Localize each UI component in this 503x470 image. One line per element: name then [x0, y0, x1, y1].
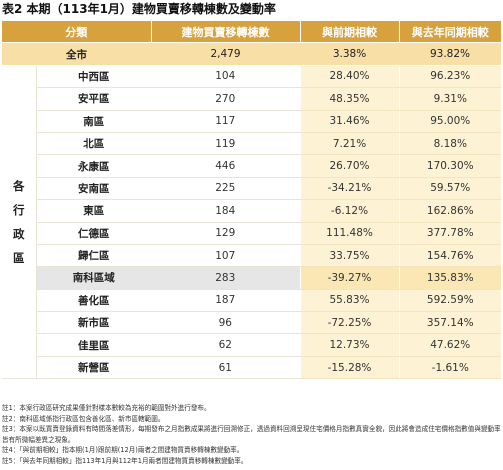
district-mom: -39.27% — [299, 266, 399, 290]
total-name: 全市 — [2, 42, 151, 66]
district-mom: -15.28% — [299, 356, 399, 380]
district-yoy: 357.14% — [398, 311, 501, 335]
header-mom: 與前期相較 — [300, 21, 400, 44]
district-count: 225 — [151, 177, 300, 201]
district-name: 北區 — [35, 132, 151, 156]
district-name: 安平區 — [35, 87, 151, 111]
table-row: 善化區 187 55.83% 592.59% — [2, 289, 501, 313]
district-count: 62 — [151, 333, 300, 357]
district-count: 283 — [151, 266, 300, 290]
table-row: 仁德區 129 111.48% 377.78% — [2, 222, 501, 245]
district-yoy: 154.76% — [398, 244, 501, 268]
district-mom: 48.35% — [299, 87, 399, 111]
district-mom: 55.83% — [299, 289, 399, 313]
district-mom: -34.21% — [299, 177, 399, 201]
district-mom: 7.21% — [299, 132, 399, 156]
table-row: 安南區 225 -34.21% 59.57% — [2, 177, 501, 201]
district-mom: 31.46% — [299, 110, 399, 133]
region-label-char: 政 — [13, 227, 25, 242]
district-name: 永康區 — [35, 154, 151, 178]
district-yoy: 95.00% — [398, 110, 501, 133]
total-mom: 3.38% — [300, 42, 399, 66]
transfer-table: 分類 建物買賣移轉棟數 與前期相較 與去年同期相較 全市 2,479 3.38%… — [2, 21, 501, 380]
district-yoy: -1.61% — [398, 356, 501, 380]
district-yoy: 47.62% — [398, 333, 501, 357]
district-count: 184 — [151, 199, 300, 223]
district-mom: 28.40% — [299, 65, 399, 89]
table-row: 永康區 446 26.70% 170.30% — [2, 154, 501, 178]
table-row: 南科區域 283 -39.27% 135.83% — [2, 266, 501, 290]
region-label-cell: 各行政區 — [2, 65, 37, 380]
table-row: 安平區 270 48.35% 9.31% — [2, 87, 501, 111]
region-label-char: 行 — [13, 203, 25, 218]
district-yoy: 592.59% — [398, 289, 501, 313]
district-yoy: 9.31% — [398, 87, 501, 111]
table-title: 表2 本期（113年1月）建物買賣移轉棟數及變動率 — [2, 2, 276, 16]
district-count: 129 — [151, 222, 300, 245]
header-row: 分類 建物買賣移轉棟數 與前期相較 與去年同期相較 — [2, 21, 501, 44]
header-yoy: 與去年同期相較 — [399, 21, 501, 44]
table-row: 北區 119 7.21% 8.18% — [2, 132, 501, 156]
district-name: 新市區 — [35, 311, 151, 335]
total-yoy: 93.82% — [399, 42, 501, 66]
table-row: 新營區 61 -15.28% -1.61% — [2, 356, 501, 380]
table-row: 歸仁區 107 33.75% 154.76% — [2, 244, 501, 268]
table-row: 新市區 96 -72.25% 357.14% — [2, 311, 501, 335]
district-mom: 33.75% — [299, 244, 399, 268]
header-count: 建物買賣移轉棟數 — [151, 21, 301, 44]
district-count: 104 — [151, 65, 300, 89]
district-name: 佳里區 — [35, 333, 151, 357]
district-yoy: 377.78% — [398, 222, 501, 245]
district-name: 東區 — [35, 199, 151, 223]
district-mom: 111.48% — [299, 222, 399, 245]
district-count: 107 — [151, 244, 300, 268]
footnote: 註3：本案以既買賣登錄資料有時間落差情形，每期發布之月指數成果將進行回溯修正，透… — [2, 425, 501, 444]
district-count: 446 — [151, 154, 300, 178]
total-row: 全市 2,479 3.38% 93.82% — [2, 42, 501, 66]
district-name: 新營區 — [35, 356, 151, 380]
table-row: 佳里區 62 12.73% 47.62% — [2, 333, 501, 357]
table-row: 南區 117 31.46% 95.00% — [2, 110, 501, 133]
header-district: 分類 — [2, 21, 152, 44]
region-label-char: 區 — [13, 251, 25, 266]
district-mom: 26.70% — [299, 154, 399, 178]
footnotes: 註1：本案行政區研究成果僅針對樣本數較為充裕的範圍對外進行發布。 註2：南科區域… — [2, 403, 501, 467]
district-yoy: 170.30% — [398, 154, 501, 178]
district-yoy: 59.57% — [398, 177, 501, 201]
district-yoy: 96.23% — [398, 65, 501, 89]
region-label: 各行政區 — [13, 174, 25, 270]
district-name: 安南區 — [35, 177, 151, 201]
district-count: 117 — [151, 110, 300, 133]
table-row: 各行政區 中西區 104 28.40% 96.23% — [2, 65, 501, 380]
district-name: 仁德區 — [35, 222, 151, 245]
district-mom: -6.12% — [299, 199, 399, 223]
footnote: 註5：「與去年同期相較」指113年1月與112年1月兩者間建物買賣移轉棟數變動率… — [2, 456, 248, 465]
district-count: 270 — [151, 87, 300, 111]
district-name: 南科區域 — [35, 266, 151, 290]
region-label-char: 各 — [13, 179, 25, 194]
district-count: 96 — [151, 311, 300, 335]
district-mom: -72.25% — [299, 311, 399, 335]
district-count: 61 — [151, 356, 300, 380]
total-count: 2,479 — [151, 42, 300, 66]
footnote: 註1：本案行政區研究成果僅針對樣本數較為充裕的範圍對外進行發布。 — [2, 404, 211, 412]
district-count: 187 — [151, 289, 300, 313]
footnote: 註4：「與前期相較」指本期(1月)跟前期(12月)兩者之間建物買賣移轉棟數變動率… — [2, 446, 244, 455]
district-count: 119 — [151, 132, 300, 156]
district-name: 歸仁區 — [35, 244, 151, 268]
district-yoy: 8.18% — [398, 132, 501, 156]
district-name: 中西區 — [35, 65, 151, 89]
footnote: 註2：南科區域係指行政區包含善化區、新市區轄範圍。 — [2, 414, 165, 423]
table-row: 東區 184 -6.12% 162.86% — [2, 199, 501, 223]
district-name: 善化區 — [35, 289, 151, 313]
district-yoy: 135.83% — [398, 266, 501, 290]
district-yoy: 162.86% — [398, 199, 501, 223]
district-name: 南區 — [35, 110, 151, 133]
district-mom: 12.73% — [299, 333, 399, 357]
